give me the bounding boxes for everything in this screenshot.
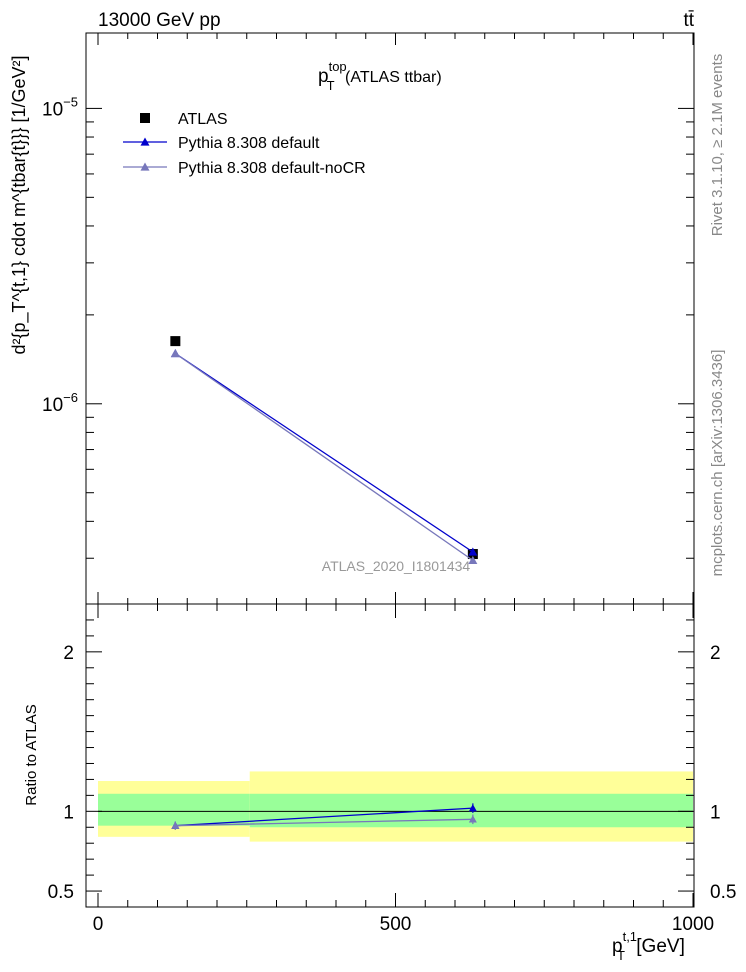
series-line-2 (174, 352, 474, 561)
uncertainty-band-inner (98, 793, 250, 826)
ratio-y-axis-label: Ratio to ATLAS (23, 704, 40, 805)
mcplots-label: mcplots.cern.ch [arXiv:1306.3436] (709, 350, 726, 577)
legend-marker-1 (140, 137, 150, 146)
rivet-label: Rivet 3.1.10, ≥ 2.1M events (709, 54, 726, 237)
collision-label: 13000 GeV pp (98, 10, 221, 31)
main-panel: 10−6 10−5 ptop T (ATLAS ttbar) d²{p_T^{t,1} … (9, 32, 695, 605)
legend-label: Pythia 8.308 default-noCR (178, 160, 366, 177)
data-point-1 (468, 547, 478, 556)
legend-marker-atlas (140, 113, 150, 123)
ratio-y-tick-label: 2 (63, 643, 74, 664)
x-tick-label: 1000 (672, 914, 714, 935)
ratio-point-1 (468, 815, 477, 823)
legend-label: Pythia 8.308 default (178, 135, 320, 152)
process-label: tt̄ (683, 10, 694, 31)
ratio-series-line-0 (175, 807, 473, 827)
legend-marker-2 (140, 162, 150, 171)
x-tick-label: 500 (380, 914, 412, 935)
main-y-axis-label: d²{p_T^{t,1} cdot m^{tbar{t}}} [1/GeV²] (9, 55, 30, 354)
x-tick-label: 0 (93, 914, 104, 935)
ratio-panel: 0.5 0.5 1 1 2 2 0 500 1000 Ratio to ATLAS pt,1 T [G… (23, 603, 736, 963)
legend-label: ATLAS (178, 111, 228, 128)
x-axis-label: pt,1 T [GeV] (612, 929, 685, 963)
ratio-y-tick-label-right: 1 (710, 802, 721, 823)
ratio-point-1 (171, 821, 180, 829)
ratio-y-tick-label: 0.5 (48, 882, 74, 903)
data-point-2 (170, 348, 180, 358)
ratio-point-0 (468, 804, 477, 812)
data-point-2 (468, 555, 478, 564)
ratio-frame (85, 603, 695, 908)
series-line-1 (174, 352, 474, 553)
ratio-y-tick-label-right: 0.5 (710, 882, 736, 903)
data-point-atlas (170, 336, 181, 347)
ratio-series-line-1 (175, 818, 473, 827)
main-y-tick-label: 10−5 (42, 94, 78, 120)
analysis-watermark: ATLAS_2020_I1801434 (322, 558, 471, 574)
ratio-y-tick-label-right: 2 (710, 643, 721, 664)
plot-title: ptop T (ATLAS ttbar) (318, 59, 442, 93)
main-y-tick-label: 10−6 (42, 390, 78, 416)
ratio-y-tick-label: 1 (63, 802, 74, 823)
